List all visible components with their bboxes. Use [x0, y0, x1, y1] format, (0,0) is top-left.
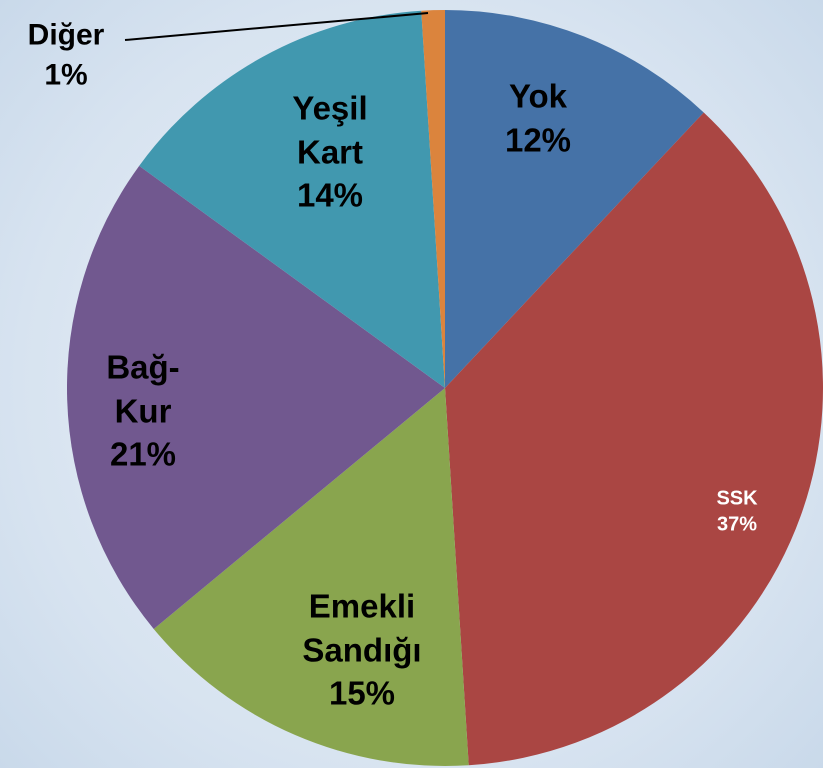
value-label: 12%: [504, 121, 572, 158]
slice-label: SSK 37%: [697, 486, 777, 539]
slice-label: Yeşil Kart 14%: [275, 87, 385, 218]
pie-slice: [67, 165, 445, 629]
value-label: 21%: [109, 435, 177, 473]
pie-slice: [445, 112, 823, 766]
pie-slice: [153, 388, 469, 766]
value-label: 1%: [44, 58, 88, 91]
slice-label: Emekli Sandığı 15%: [287, 585, 437, 716]
value-label: 37%: [716, 514, 758, 536]
value-label: 15%: [328, 674, 396, 712]
category-label: Diğer: [27, 18, 105, 52]
category-label: Yeşil Kart: [292, 89, 368, 171]
category-label: Emekli Sandığı: [302, 587, 422, 669]
pie-slice: [445, 10, 704, 388]
pie-slice: [421, 10, 445, 388]
category-label: Bağ-Kur: [106, 348, 180, 430]
pie-slice: [139, 10, 445, 388]
slice-label: Bağ-Kur 21%: [98, 346, 188, 477]
value-label: 14%: [296, 176, 364, 214]
slice-label: Diğer 1%: [6, 15, 126, 94]
category-label: SSK: [716, 487, 758, 510]
category-label: Yok: [508, 77, 568, 115]
leader-line: [124, 12, 429, 41]
slice-label: Yok 12%: [478, 74, 598, 161]
